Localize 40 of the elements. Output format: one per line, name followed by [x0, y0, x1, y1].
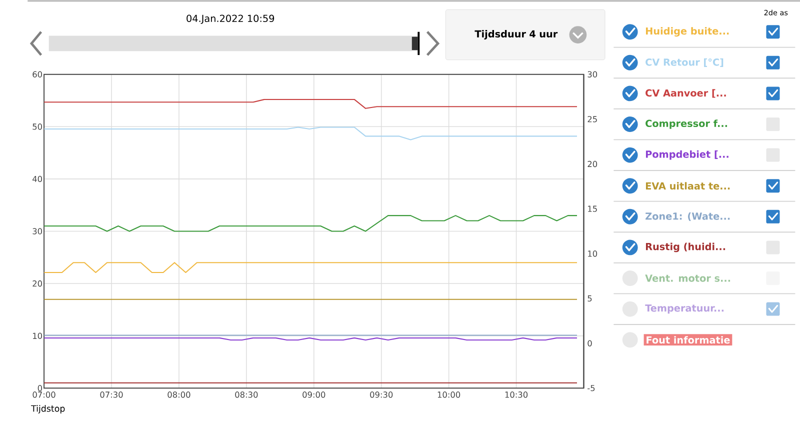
- y-tick-label: 50: [32, 124, 42, 130]
- y-tick-label: 30: [32, 228, 42, 234]
- y2-tick-label: 30: [588, 71, 598, 78]
- y2-tick-label: 5: [588, 296, 592, 302]
- text: Huidige buite...: [646, 27, 729, 37]
- y2-tick-label: 20: [588, 160, 598, 168]
- y2-tick-label: 10: [588, 250, 598, 257]
- y-tick-label: 60: [32, 71, 42, 78]
- text: Pompdebiet [...: [646, 150, 728, 160]
- y2-tick-label: 15: [588, 206, 597, 212]
- text: Tijdsduur 4 uur: [474, 30, 558, 40]
- y-tick-label: 0: [38, 385, 42, 392]
- x-axis-title: Tijdstop: [31, 405, 65, 414]
- line-series: [44, 98, 578, 110]
- y-tick-label: 40: [32, 176, 42, 182]
- y-tick-label: 10: [33, 332, 42, 340]
- text: CV Retour [°C]: [646, 58, 724, 68]
- x-tick-label: 09:30: [370, 392, 393, 398]
- x-tick-label: 09:00: [302, 392, 326, 398]
- x-tick-label: 07:30: [100, 392, 123, 398]
- text: Rustig (huidi...: [646, 242, 726, 252]
- x-tick-label: 10:30: [505, 392, 528, 398]
- text: Zone1: (Wate...: [646, 212, 730, 222]
- y2-tick-label: 0: [588, 340, 592, 346]
- line-series: [44, 215, 578, 232]
- y2-tick-label: -5: [588, 385, 595, 392]
- x-tick-label: 08:00: [168, 392, 190, 398]
- text: EVA uitlaat te...: [646, 182, 730, 190]
- text: Vent. motor s...: [645, 274, 730, 282]
- x-tick-label: 10:00: [438, 392, 460, 398]
- text: 04.Jan.2022 10:59: [186, 14, 274, 24]
- text: Compressor f...: [646, 120, 728, 130]
- text: Fout informatie: [646, 336, 730, 344]
- x-tick-label: 07:00: [32, 392, 56, 398]
- line-series: [44, 126, 578, 140]
- y-tick-label: 20: [32, 280, 42, 287]
- text: Temperatuur...: [645, 304, 724, 314]
- y2-tick-label: 25: [588, 116, 597, 122]
- x-tick-label: 08:30: [235, 392, 258, 398]
- text: CV Aanvoer [...: [646, 89, 726, 98]
